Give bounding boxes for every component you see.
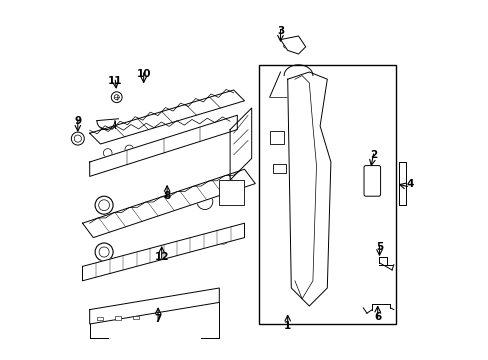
Polygon shape	[230, 108, 251, 180]
Text: 4: 4	[406, 179, 413, 189]
Bar	[269, 131, 284, 144]
Bar	[133, 316, 139, 319]
Polygon shape	[399, 162, 406, 205]
Text: 3: 3	[276, 26, 284, 36]
Text: 6: 6	[373, 312, 381, 322]
Text: 2: 2	[370, 150, 377, 160]
Text: 8: 8	[163, 191, 170, 201]
Bar	[273, 164, 285, 173]
Circle shape	[370, 184, 373, 187]
Bar	[219, 180, 244, 205]
Text: 5: 5	[375, 242, 382, 252]
Text: 12: 12	[154, 252, 169, 262]
Polygon shape	[89, 288, 219, 324]
Polygon shape	[82, 169, 255, 238]
Text: 11: 11	[107, 76, 122, 86]
Bar	[115, 316, 121, 320]
Circle shape	[370, 173, 373, 176]
Text: 7: 7	[154, 314, 162, 324]
Polygon shape	[89, 90, 244, 144]
Polygon shape	[89, 115, 237, 176]
Text: 1: 1	[284, 321, 291, 331]
Bar	[258, 65, 395, 324]
Polygon shape	[287, 72, 330, 306]
Polygon shape	[280, 36, 305, 54]
Text: 9: 9	[74, 116, 81, 126]
Bar	[97, 316, 103, 320]
Text: 10: 10	[136, 69, 151, 79]
Polygon shape	[82, 223, 244, 281]
FancyBboxPatch shape	[363, 166, 380, 196]
